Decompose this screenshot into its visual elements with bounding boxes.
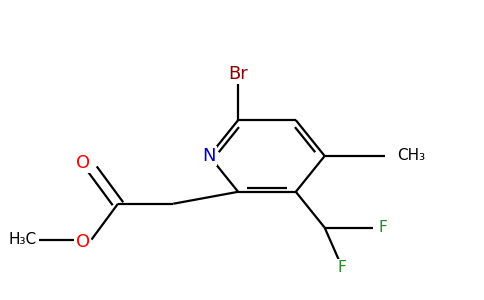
- Text: CH₃: CH₃: [397, 148, 425, 164]
- Text: N: N: [202, 147, 216, 165]
- Text: F: F: [337, 260, 346, 275]
- Text: O: O: [76, 154, 90, 172]
- Text: Br: Br: [228, 65, 248, 83]
- Text: H₃C: H₃C: [8, 232, 36, 247]
- Text: F: F: [379, 220, 388, 235]
- Text: O: O: [76, 233, 90, 251]
